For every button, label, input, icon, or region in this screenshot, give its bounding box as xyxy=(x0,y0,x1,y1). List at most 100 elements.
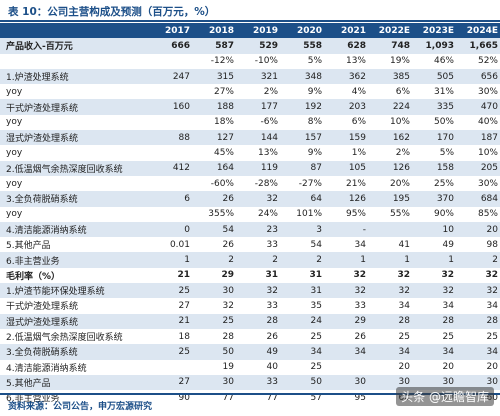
value-cell: 126 xyxy=(368,160,412,176)
table-row: 5.其他产品 0.01 26 33 54 34 41 49 98 xyxy=(0,237,500,252)
title-divider xyxy=(0,20,500,22)
value-cell: 45% xyxy=(213,148,234,159)
value-cell: 25 xyxy=(310,331,322,342)
value-cell: 3 xyxy=(280,221,324,238)
value-cell xyxy=(148,145,192,160)
header-row: 2017 2018 2019 2020 2021 2022E 2023E 2024E xyxy=(0,23,500,39)
value-cell: 126 xyxy=(324,191,368,207)
value-cell: 33 xyxy=(266,239,278,250)
row-label: yoy xyxy=(6,86,23,97)
value-cell: 30 xyxy=(368,374,412,391)
value-cell: 10% xyxy=(389,117,410,128)
value-cell: 32 xyxy=(236,191,280,207)
value-cell: 9% xyxy=(307,148,322,159)
value-cell: 9% xyxy=(307,86,322,97)
row-label: 产品收入-百万元 xyxy=(0,38,148,54)
value-cell: 50% xyxy=(433,117,454,128)
header-year-cell: 2022E xyxy=(368,23,412,39)
value-cell: 28 xyxy=(368,313,412,329)
table-row: 5.其他产品 27 30 33 50 30 30 30 30 xyxy=(0,374,500,391)
value-cell: 321 xyxy=(236,68,280,85)
value-cell: 362 xyxy=(324,68,368,85)
table-row: yoy -60% -28% -27% 21% 20% 25% 30% xyxy=(0,176,500,191)
value-cell: 32 xyxy=(456,283,500,299)
value-cell: 1 xyxy=(324,252,368,268)
value-cell: 32 xyxy=(397,270,410,281)
table-row: 1.炉渣节能环保处理系统 25 30 32 31 32 32 32 32 xyxy=(0,283,500,299)
value-cell: 31 xyxy=(280,283,324,299)
table-body: 2017 2018 2019 2020 2021 2022E 2023E 2024E 产品收入-… xyxy=(0,23,500,405)
value-cell xyxy=(324,360,368,375)
value-cell xyxy=(148,360,192,375)
table-row: 6.非主营业务 1 2 2 2 1 1 1 2 xyxy=(0,252,500,268)
value-cell: 157 xyxy=(280,130,324,146)
value-cell: 34 xyxy=(354,239,366,250)
value-cell: 13% xyxy=(257,148,278,159)
value-cell: 49 xyxy=(236,344,280,360)
value-cell: 1 xyxy=(412,252,456,268)
value-cell: 529 xyxy=(236,38,280,54)
value-cell: 32 xyxy=(222,300,234,311)
value-cell: 90 xyxy=(178,392,190,403)
value-cell: 177 xyxy=(236,99,280,115)
value-cell: 98 xyxy=(486,239,498,250)
footer-divider xyxy=(0,393,500,395)
value-cell: 666 xyxy=(148,38,192,54)
value-cell: 32 xyxy=(441,270,454,281)
value-cell: 656 xyxy=(456,68,500,85)
value-cell: 34 xyxy=(486,300,498,311)
value-cell: 412 xyxy=(148,160,192,176)
value-cell: 247 xyxy=(148,68,192,85)
value-cell: 162 xyxy=(368,130,412,146)
value-cell: 470 xyxy=(456,99,500,115)
value-cell: 224 xyxy=(368,99,412,115)
value-cell: 46% xyxy=(433,56,454,67)
table-row: 4.清洁能源消纳系统 19 40 25 20 20 20 xyxy=(0,360,500,375)
value-cell: 41 xyxy=(398,239,410,250)
table-row: 干式炉渣处理系统 160 188 177 192 203 224 335 470 xyxy=(0,99,500,115)
row-label xyxy=(0,54,148,69)
value-cell: 30% xyxy=(477,178,498,189)
row-label: 6.非主营业务 xyxy=(6,394,60,405)
value-cell: 25 xyxy=(148,283,192,299)
value-cell: 33 xyxy=(354,300,366,311)
value-cell: 188 xyxy=(192,99,236,115)
value-cell: 1 xyxy=(368,252,412,268)
value-cell: 684 xyxy=(456,191,500,207)
value-cell: 1% xyxy=(351,148,366,159)
value-cell: 30 xyxy=(324,374,368,391)
value-cell: 30% xyxy=(477,86,498,97)
value-cell: 26 xyxy=(354,331,366,342)
value-cell: 385 xyxy=(368,68,412,85)
table-row: yoy 45% 13% 9% 1% 2% 5% 10% xyxy=(0,145,500,160)
value-cell: 558 xyxy=(280,38,324,54)
row-label: 5.其他产品 xyxy=(0,374,148,391)
table-row: 产品收入-百万元 666 587 529 558 628 748 1,093 1,665 xyxy=(0,38,500,54)
value-cell: 5% xyxy=(439,148,454,159)
value-cell: 105 xyxy=(324,160,368,176)
financial-table: 2017 2018 2019 2020 2021 2022E 2023E 2024E 产品收入-… xyxy=(0,23,500,405)
value-cell: 0 xyxy=(148,221,192,238)
value-cell: 25 xyxy=(398,331,410,342)
value-cell: -60% xyxy=(210,178,234,189)
value-cell: 32 xyxy=(368,283,412,299)
row-label: yoy xyxy=(6,117,23,128)
value-cell: 50 xyxy=(192,344,236,360)
table-row: yoy 27% 2% 9% 4% 6% 31% 30% xyxy=(0,84,500,99)
row-label: 4.清洁能源消纳系统 xyxy=(0,221,148,238)
value-cell: 64 xyxy=(280,191,324,207)
row-label: yoy xyxy=(6,209,23,220)
value-cell: 88 xyxy=(148,130,192,146)
table-row: 4.清洁能源消纳系统 0 54 23 3- 10 20 xyxy=(0,221,500,238)
value-cell: -10% xyxy=(254,56,278,67)
value-cell: 195 xyxy=(368,191,412,207)
value-cell: 28 xyxy=(412,313,456,329)
value-cell: 20 xyxy=(398,362,410,373)
value-cell: 628 xyxy=(324,38,368,54)
value-cell: 40 xyxy=(266,362,278,373)
value-cell: 10 xyxy=(412,221,456,238)
table-row: 1.炉渣处理系统 247 315 321 348 362 385 505 656 xyxy=(0,68,500,85)
row-label: 2.低温烟气余热深度回收系统 xyxy=(0,160,148,176)
value-cell xyxy=(148,54,192,69)
value-cell: 23 xyxy=(236,221,280,238)
